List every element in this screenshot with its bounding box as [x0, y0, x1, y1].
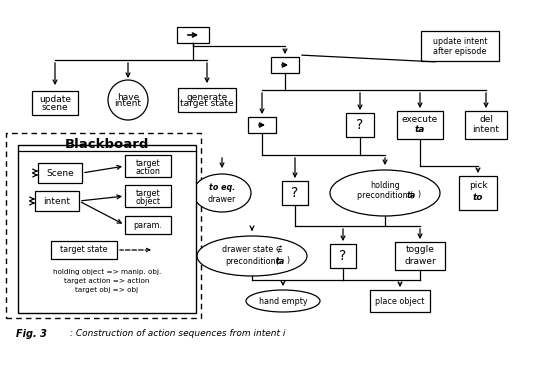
Text: generate: generate: [186, 93, 228, 101]
Text: Fig. 3: Fig. 3: [16, 329, 47, 339]
FancyBboxPatch shape: [38, 163, 82, 183]
Text: have: have: [117, 93, 139, 101]
FancyBboxPatch shape: [125, 155, 171, 177]
Text: ?: ?: [357, 118, 364, 132]
Text: execute: execute: [402, 116, 438, 124]
Text: precondition (: precondition (: [357, 190, 413, 199]
Text: hand empty: hand empty: [259, 296, 307, 306]
FancyBboxPatch shape: [421, 31, 499, 61]
FancyBboxPatch shape: [178, 88, 236, 112]
Text: param.: param.: [133, 220, 163, 229]
Text: ?: ?: [339, 249, 347, 263]
Text: after episode: after episode: [433, 46, 487, 56]
Text: ): ): [417, 190, 421, 199]
Text: Scene: Scene: [46, 168, 74, 178]
Text: object: object: [136, 197, 160, 205]
Text: update intent: update intent: [433, 37, 487, 45]
Text: ): ): [286, 257, 289, 265]
Circle shape: [108, 80, 148, 120]
Text: drawer: drawer: [404, 258, 436, 266]
Text: ta: ta: [415, 126, 425, 134]
Text: : Construction of action sequences from intent i: : Construction of action sequences from …: [70, 329, 286, 339]
Text: holding object => manip. obj.: holding object => manip. obj.: [53, 269, 161, 275]
FancyBboxPatch shape: [51, 241, 117, 259]
Text: intent: intent: [114, 100, 141, 108]
Text: ?: ?: [292, 186, 299, 200]
FancyBboxPatch shape: [395, 242, 445, 270]
Text: action: action: [136, 167, 160, 176]
FancyBboxPatch shape: [370, 290, 430, 312]
FancyBboxPatch shape: [32, 91, 78, 115]
Text: holding: holding: [370, 180, 400, 190]
Text: to: to: [473, 194, 483, 202]
Ellipse shape: [330, 170, 440, 216]
Text: ta: ta: [275, 257, 285, 265]
Text: pick: pick: [469, 180, 487, 190]
Text: Blackboard: Blackboard: [65, 138, 149, 150]
FancyBboxPatch shape: [125, 185, 171, 207]
FancyBboxPatch shape: [18, 145, 196, 313]
Text: intent: intent: [473, 126, 500, 134]
Ellipse shape: [246, 290, 320, 312]
Text: ta: ta: [406, 190, 416, 199]
Ellipse shape: [193, 174, 251, 212]
FancyBboxPatch shape: [177, 27, 209, 43]
FancyBboxPatch shape: [282, 181, 308, 205]
Text: update: update: [39, 96, 71, 105]
Text: intent: intent: [43, 197, 70, 205]
FancyBboxPatch shape: [125, 216, 171, 234]
Text: drawer: drawer: [208, 194, 236, 203]
Text: target obj => obj: target obj => obj: [75, 287, 139, 293]
Text: target state: target state: [180, 100, 234, 108]
Text: target state: target state: [60, 246, 108, 254]
Text: place object: place object: [375, 296, 425, 306]
FancyBboxPatch shape: [465, 111, 507, 139]
FancyBboxPatch shape: [346, 113, 374, 137]
Text: target action => action: target action => action: [64, 278, 150, 284]
Text: precondition(: precondition(: [225, 257, 279, 265]
FancyBboxPatch shape: [35, 191, 79, 211]
Text: scene: scene: [42, 102, 68, 112]
Text: drawer state ∉: drawer state ∉: [222, 244, 282, 254]
Text: to eq.: to eq.: [209, 183, 235, 191]
Text: del: del: [479, 116, 493, 124]
Text: target: target: [136, 188, 160, 198]
FancyBboxPatch shape: [330, 244, 356, 268]
FancyBboxPatch shape: [271, 57, 299, 73]
Text: toggle: toggle: [405, 244, 435, 254]
FancyBboxPatch shape: [459, 176, 497, 210]
FancyBboxPatch shape: [397, 111, 443, 139]
Text: target: target: [136, 158, 160, 168]
Ellipse shape: [197, 236, 307, 276]
FancyBboxPatch shape: [248, 117, 276, 133]
